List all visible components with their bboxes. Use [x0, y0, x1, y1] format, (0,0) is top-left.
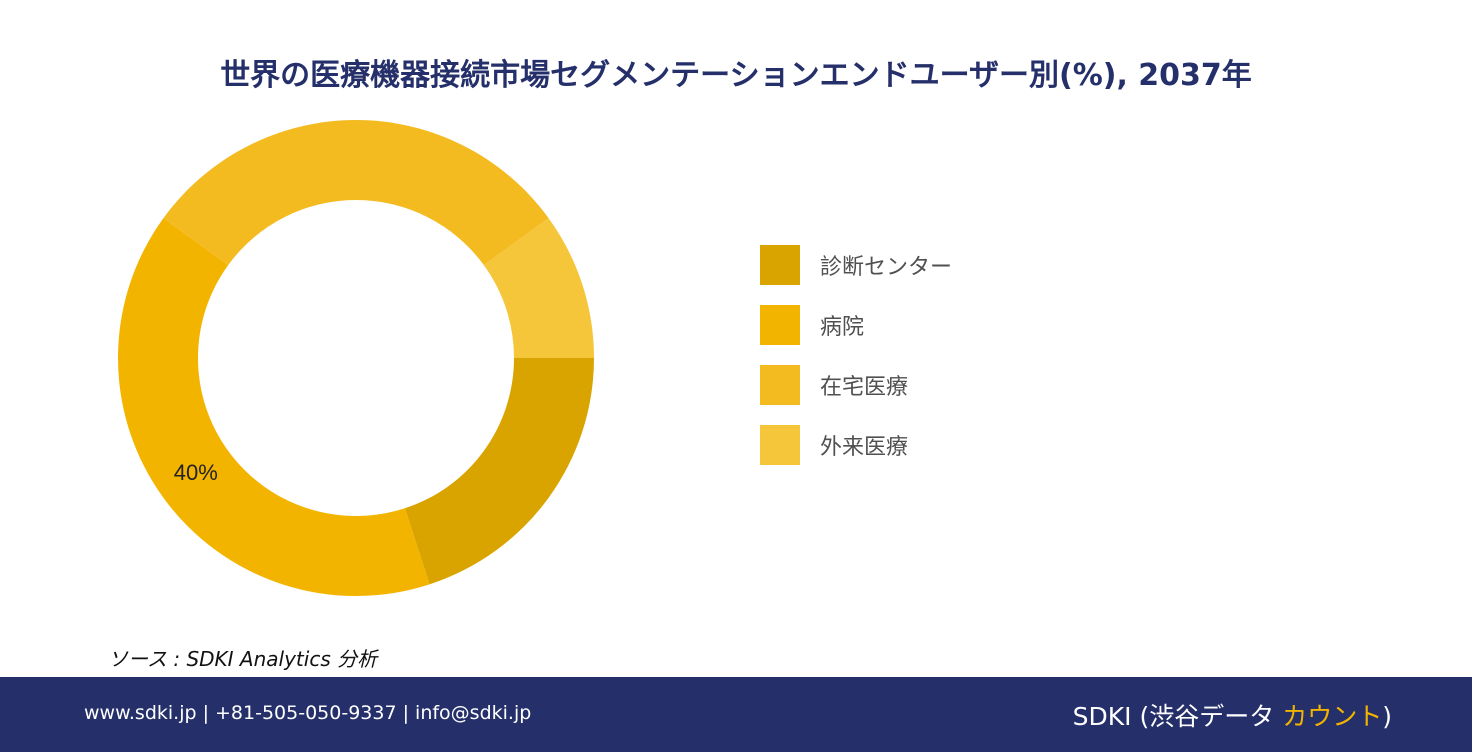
legend-item-home-care: 在宅医療	[760, 365, 952, 405]
footer-bar: www.sdki.jp | +81-505-050-9337 | info@sd…	[0, 677, 1472, 752]
legend-swatch	[760, 305, 800, 345]
donut-slice-4	[483, 218, 594, 358]
donut-chart: 40%	[117, 119, 594, 597]
legend-item-hospital: 病院	[760, 305, 952, 345]
legend-swatch	[760, 245, 800, 285]
legend-item-outpatient-care: 外来医療	[760, 425, 952, 465]
brand-main-text: SDKI (渋谷データ	[1072, 702, 1283, 731]
legend-swatch	[760, 365, 800, 405]
legend-swatch	[760, 425, 800, 465]
chart-title: 世界の医療機器接続市場セグメンテーションエンドユーザー別(%), 2037年	[220, 58, 1252, 93]
brand-accent-text: カウント	[1282, 702, 1383, 731]
donut-slice-2	[117, 218, 430, 597]
legend-item-diagnostic-center: 診断センター	[760, 245, 952, 285]
legend-label: 外来医療	[820, 435, 909, 460]
footer-contact: www.sdki.jp | +81-505-050-9337 | info@sd…	[84, 702, 532, 724]
legend-label: 診断センター	[820, 255, 953, 280]
donut-slice-3	[163, 119, 549, 266]
legend-label: 在宅医療	[820, 375, 909, 400]
legend-label: 病院	[820, 315, 865, 340]
chart-legend: 診断センター 病院 在宅医療 外来医療	[760, 245, 952, 485]
footer-brand-logo: SDKI (渋谷データ カウント)	[1073, 697, 1392, 733]
source-note: ソース : SDKI Analytics 分析	[108, 647, 378, 671]
slice-data-label: 40%	[174, 460, 218, 485]
brand-end-text: )	[1382, 702, 1392, 731]
donut-slice-1	[404, 358, 594, 585]
